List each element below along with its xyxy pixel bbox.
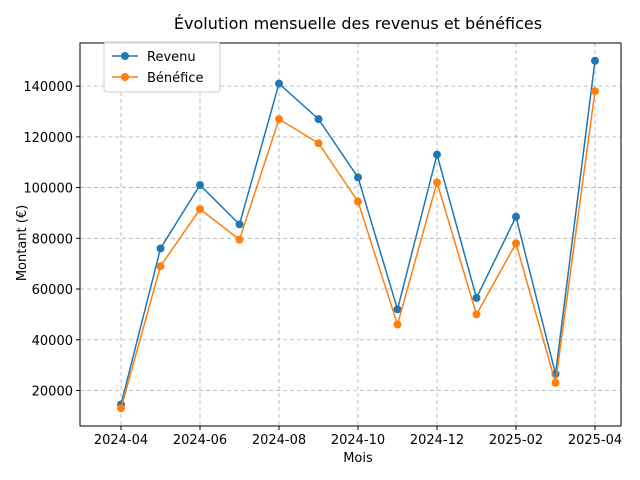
legend-swatch-marker <box>121 73 129 81</box>
data-point <box>591 56 599 65</box>
series-group <box>117 56 599 413</box>
data-point <box>314 115 323 124</box>
x-tick-label: 2025-04 <box>568 433 622 448</box>
y-tick-label: 20000 <box>32 384 73 399</box>
y-tick-label: 140000 <box>23 80 73 95</box>
data-point <box>433 150 441 159</box>
legend: Revenu Bénéfice <box>103 41 221 93</box>
data-point <box>472 293 481 302</box>
x-tick-label: 2024-08 <box>252 433 306 448</box>
y-tick-label: 100000 <box>23 182 73 197</box>
data-point <box>156 244 165 253</box>
data-point <box>433 178 441 187</box>
y-tick-label: 120000 <box>23 131 73 146</box>
data-point <box>156 262 165 271</box>
data-point <box>314 139 323 148</box>
y-tick-label: 60000 <box>32 283 73 298</box>
data-point <box>591 87 599 96</box>
legend-swatch-marker <box>121 52 129 60</box>
data-point <box>275 115 283 124</box>
x-axis: 2024-04 2024-06 2024-08 2024-10 2024-12 2025-… <box>94 426 622 448</box>
x-tick-label: 2025-02 <box>489 433 543 448</box>
data-point <box>472 310 481 319</box>
y-axis: 20000 40000 60000 80000 100000 120000 140000 <box>23 80 80 399</box>
data-point <box>196 205 204 214</box>
x-axis-label: Mois <box>343 451 373 466</box>
data-point <box>512 239 520 248</box>
y-tick-label: 80000 <box>32 232 73 247</box>
x-tick-label: 2024-06 <box>173 433 227 448</box>
grid <box>80 43 621 426</box>
y-axis-label: Montant (€) <box>15 205 30 281</box>
data-point <box>512 212 520 221</box>
x-tick-label: 2024-10 <box>331 433 385 448</box>
data-point <box>354 173 362 182</box>
legend-label: Revenu <box>147 50 196 65</box>
data-point <box>354 197 362 206</box>
plot-area <box>79 42 622 427</box>
data-point <box>275 79 283 88</box>
y-tick-label: 40000 <box>32 334 73 349</box>
legend-label: Bénéfice <box>147 71 204 86</box>
legend-box <box>103 41 221 93</box>
data-point <box>235 220 244 229</box>
x-tick-label: 2024-04 <box>94 433 148 448</box>
data-point <box>393 305 402 314</box>
data-point <box>235 235 244 244</box>
x-tick-label: 2024-12 <box>410 433 464 448</box>
data-point <box>117 404 125 413</box>
data-point <box>393 320 402 329</box>
data-point <box>196 181 204 190</box>
chart-title: Évolution mensuelle des revenus et bénéf… <box>174 14 542 33</box>
data-point <box>551 378 560 387</box>
